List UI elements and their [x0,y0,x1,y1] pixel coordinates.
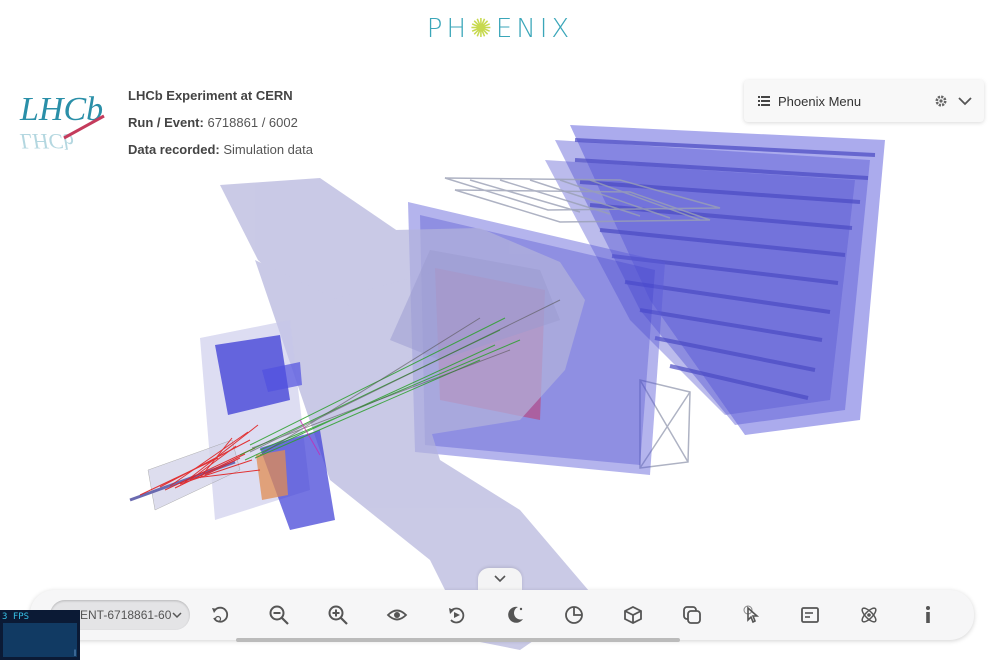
run-event-label: Run / Event: [128,115,204,130]
object-selection-button[interactable] [721,595,780,635]
info-button[interactable] [898,595,957,635]
list-icon [758,96,770,106]
fps-tick: l [74,648,76,658]
animate-button[interactable] [426,595,485,635]
overlay-icon [682,606,701,624]
phoenix-logo-text-c: ENIX [495,14,574,44]
data-recorded-label: Data recorded: [128,142,220,157]
animate-icon [448,607,464,624]
auto-rotate-button[interactable] [190,595,249,635]
bottom-toolbar: EVENT-6718861-60 [30,590,974,640]
zoom-in-icon [328,605,348,625]
zoom-in-button[interactable] [308,595,367,635]
phoenix-menu-title: Phoenix Menu [778,93,862,109]
chevron-down-icon [172,611,182,618]
collapse-toolbar-button[interactable] [478,568,522,590]
data-recorded-value: Simulation data [223,142,313,157]
auto-rotate-icon [211,606,228,623]
toolbar-scrollbar[interactable] [236,638,680,642]
zoom-out-icon [269,605,289,625]
fps-label: 3 FPS [2,612,30,622]
overlay-button[interactable] [662,595,721,635]
pointer-icon [743,605,759,624]
chevron-down-icon[interactable] [958,96,972,106]
fps-graph [3,623,77,657]
moon-icon [507,606,523,623]
event-selector-value: EVENT-6718861-60 [64,608,172,622]
event-data-button[interactable] [839,595,898,635]
eye-icon [386,609,407,621]
muon-stations [545,125,885,435]
cube-icon [623,605,642,625]
run-event-value: 6718861 / 6002 [207,115,298,130]
experiment-title: LHCb Experiment at CERN [128,88,293,103]
support-frame [444,177,721,469]
lhcb-logo-reflection: LHCb [19,129,74,154]
fps-stats-panel[interactable]: 3 FPS l [0,610,80,660]
info-icon [925,606,930,623]
lhcb-logo-text: LHCb [19,91,103,128]
phoenix-menu[interactable]: Phoenix Menu [744,80,984,122]
chevron-down-icon [494,575,506,583]
info-panel-button[interactable] [780,595,839,635]
experiment-info: LHCb Experiment at CERN Run / Event: 671… [128,82,313,163]
phoenix-logo-text-a: PH [426,14,471,44]
dark-theme-button[interactable] [485,595,544,635]
phoenix-logo: PH✺ENIX [0,14,1000,44]
atom-icon [860,607,877,623]
panel-icon [800,607,819,623]
gear-icon[interactable] [934,94,948,108]
clipping-button[interactable] [544,595,603,635]
view-options-button[interactable] [367,595,426,635]
geometry-button[interactable] [603,595,662,635]
phoenix-logo-burst: ✺ [470,14,496,44]
lhcb-logo: LHCb LHCb [19,91,105,154]
zoom-out-button[interactable] [249,595,308,635]
particle-tracks [139,299,561,496]
clipping-icon [564,606,583,624]
